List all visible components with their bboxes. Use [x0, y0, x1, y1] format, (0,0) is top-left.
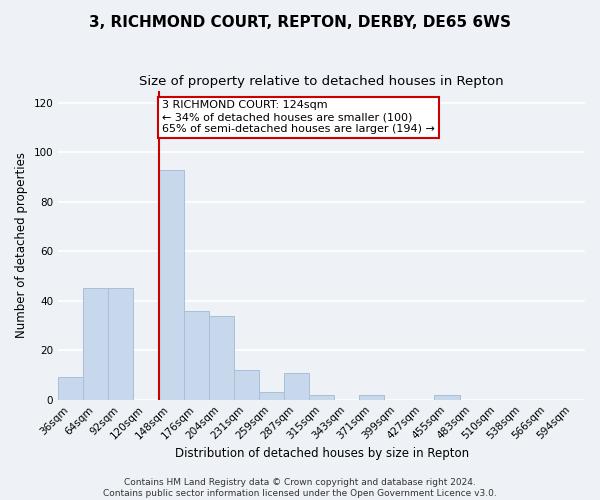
Bar	[83, 288, 109, 400]
Title: Size of property relative to detached houses in Repton: Size of property relative to detached ho…	[139, 75, 504, 88]
Bar	[359, 395, 385, 400]
X-axis label: Distribution of detached houses by size in Repton: Distribution of detached houses by size …	[175, 447, 469, 460]
Bar	[109, 288, 133, 400]
Bar	[309, 395, 334, 400]
Text: 3 RICHMOND COURT: 124sqm
← 34% of detached houses are smaller (100)
65% of semi-: 3 RICHMOND COURT: 124sqm ← 34% of detach…	[162, 100, 435, 134]
Bar	[209, 316, 234, 400]
Text: Contains HM Land Registry data © Crown copyright and database right 2024.
Contai: Contains HM Land Registry data © Crown c…	[103, 478, 497, 498]
Y-axis label: Number of detached properties: Number of detached properties	[15, 152, 28, 338]
Bar	[58, 378, 83, 400]
Bar	[158, 170, 184, 400]
Bar	[259, 392, 284, 400]
Bar	[284, 372, 309, 400]
Bar	[234, 370, 259, 400]
Bar	[184, 310, 209, 400]
Text: 3, RICHMOND COURT, REPTON, DERBY, DE65 6WS: 3, RICHMOND COURT, REPTON, DERBY, DE65 6…	[89, 15, 511, 30]
Bar	[434, 395, 460, 400]
